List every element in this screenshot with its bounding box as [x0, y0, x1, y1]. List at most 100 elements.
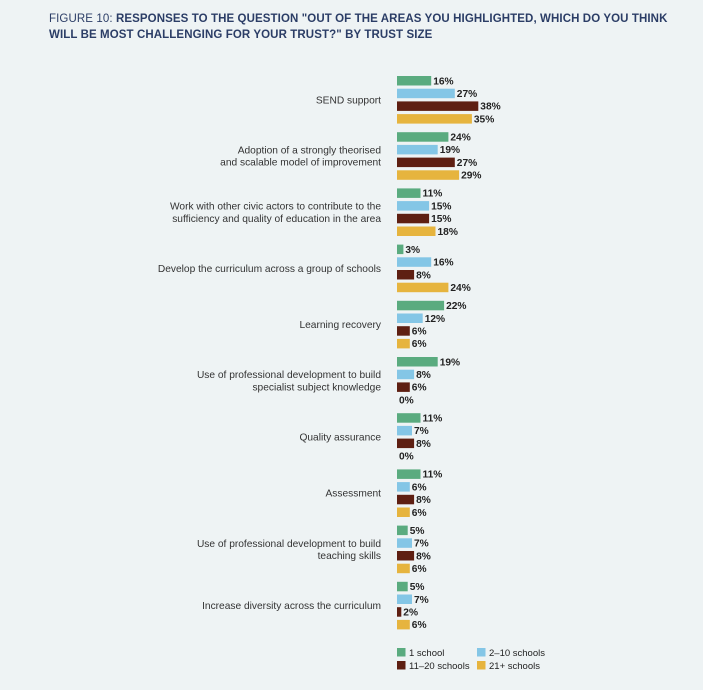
bar [397, 270, 415, 280]
category-label: Assessment [326, 489, 382, 500]
bar [397, 494, 415, 505]
bar [397, 357, 438, 367]
bar [397, 538, 412, 548]
bar [397, 144, 438, 155]
data-label: 3% [405, 245, 420, 256]
bar [397, 257, 432, 267]
data-label: 8% [416, 551, 431, 562]
data-label: 29% [461, 171, 481, 182]
data-label: 16% [433, 76, 453, 87]
category-label: Use of professional development to build [197, 539, 381, 550]
category-label: teaching skills [318, 551, 381, 562]
category-label: Work with other civic actors to contribu… [170, 202, 381, 213]
legend-swatch [397, 648, 406, 657]
data-label: 38% [480, 102, 500, 113]
data-label: 5% [410, 582, 425, 593]
category-label: Use of professional development to build [197, 370, 381, 381]
bar [397, 188, 421, 198]
data-label: 6% [412, 327, 427, 338]
category-label: Quality assurance [299, 433, 381, 444]
bar [397, 170, 460, 180]
bar [397, 326, 410, 336]
bar [397, 76, 432, 86]
category-label: and scalable model of improvement [220, 158, 381, 169]
data-label: 24% [450, 133, 470, 144]
legend-label: 21+ schools [489, 661, 540, 672]
data-label: 15% [431, 201, 451, 212]
bar [397, 282, 449, 293]
data-label: 11% [423, 414, 443, 425]
data-label: 11% [423, 189, 443, 200]
data-label: 7% [414, 595, 429, 606]
bar [397, 338, 410, 349]
data-label: 2% [403, 608, 418, 619]
bar [397, 619, 410, 630]
bar [397, 563, 410, 574]
bar [397, 226, 436, 236]
data-label: 6% [412, 620, 427, 631]
bar [397, 300, 445, 311]
bar [397, 382, 410, 392]
data-label: 6% [412, 339, 427, 350]
bar [397, 88, 455, 99]
bar [397, 482, 410, 492]
category-label: Develop the curriculum across a group of… [158, 264, 381, 275]
data-label: 8% [416, 370, 431, 381]
bar [397, 551, 415, 561]
data-label: 6% [412, 482, 427, 493]
bar [397, 157, 455, 168]
data-label: 8% [416, 439, 431, 450]
data-label: 11% [423, 470, 443, 481]
bar [397, 525, 408, 536]
data-label: 7% [414, 426, 429, 437]
bar [397, 581, 408, 592]
legend-swatch [477, 648, 486, 657]
data-label: 5% [410, 526, 425, 537]
bar [397, 438, 415, 449]
category-label: sufficiency and quality of education in … [172, 214, 381, 225]
data-label: 15% [431, 214, 451, 225]
figure-number: FIGURE 10: [49, 13, 113, 25]
figure-title: FIGURE 10: RESPONSES TO THE QUESTION "OU… [49, 11, 669, 43]
bar [397, 425, 412, 436]
data-label: 18% [438, 227, 458, 238]
bar [397, 469, 421, 479]
legend-label: 11–20 schools [409, 661, 470, 672]
bar [397, 369, 415, 380]
category-label: SEND support [316, 95, 381, 106]
bar [397, 607, 402, 617]
bar [397, 213, 430, 224]
data-label: 19% [440, 357, 460, 368]
data-label: 0% [399, 395, 414, 406]
data-label: 12% [425, 314, 445, 325]
data-label: 24% [450, 283, 470, 294]
legend-label: 2–10 schools [489, 648, 545, 659]
data-label: 27% [457, 89, 477, 100]
figure-title-text: RESPONSES TO THE QUESTION "OUT OF THE AR… [49, 13, 668, 41]
bar [397, 594, 412, 604]
bar [397, 101, 479, 111]
bar [397, 507, 410, 517]
bar [397, 313, 423, 323]
data-label: 8% [416, 495, 431, 506]
legend-label: 1 school [409, 648, 444, 659]
data-label: 16% [433, 258, 453, 269]
bar [397, 132, 449, 142]
data-label: 8% [416, 270, 431, 281]
category-label: Increase diversity across the curriculum [202, 601, 381, 612]
category-label: Learning recovery [299, 320, 381, 331]
data-label: 6% [412, 383, 427, 394]
bar [397, 114, 472, 124]
data-label: 35% [474, 114, 494, 125]
data-label: 0% [399, 452, 414, 463]
data-label: 22% [446, 301, 466, 312]
category-label: Adoption of a strongly theorised [238, 145, 382, 156]
bar [397, 413, 421, 423]
legend-swatch [477, 661, 486, 670]
data-label: 7% [414, 539, 429, 550]
data-label: 19% [440, 145, 460, 156]
category-label: specialist subject knowledge [252, 382, 381, 393]
bar [397, 244, 404, 255]
bar [397, 201, 430, 211]
